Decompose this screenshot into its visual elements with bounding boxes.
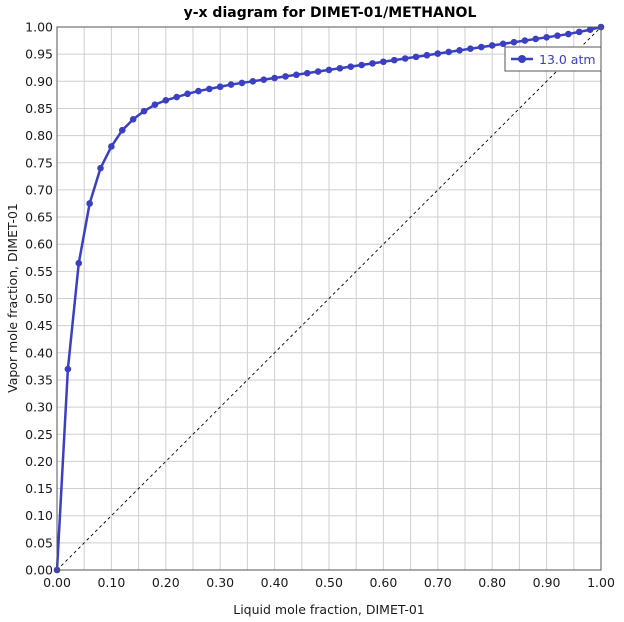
y-tick-label: 0.10	[25, 508, 53, 523]
data-point	[488, 42, 496, 49]
data-point	[118, 126, 126, 134]
legend: 13.0 atm	[504, 46, 602, 72]
data-point	[423, 51, 431, 59]
series-group	[53, 23, 605, 574]
data-point	[129, 116, 137, 123]
y-tick-label: 0.80	[25, 128, 53, 143]
x-tick-label: 0.00	[43, 575, 71, 590]
data-point	[499, 40, 507, 48]
y-tick-label: 0.00	[25, 563, 53, 578]
diagonal-reference-line	[56, 26, 602, 571]
data-point	[565, 30, 572, 38]
y-tick-label: 1.00	[25, 20, 53, 35]
data-point	[521, 37, 529, 44]
data-point	[293, 71, 300, 79]
data-point	[543, 34, 550, 41]
y-tick-label: 0.70	[25, 182, 53, 197]
y-tick-label: 0.45	[25, 318, 53, 333]
data-point	[108, 143, 115, 150]
data-point	[303, 69, 311, 77]
data-point	[586, 26, 594, 34]
y-tick-label: 0.05	[25, 535, 53, 550]
y-tick-label: 0.20	[25, 454, 53, 469]
data-point	[412, 53, 420, 61]
x-tick-label: 0.40	[261, 575, 289, 590]
y-tick-label: 0.95	[25, 47, 53, 62]
data-point	[64, 365, 72, 373]
chart-title: y-x diagram for DIMET-01/METHANOL	[184, 5, 477, 21]
data-point	[195, 87, 202, 95]
x-tick-label: 0.10	[97, 575, 125, 590]
x-axis-label: Liquid mole fraction, DIMET-01	[233, 602, 425, 617]
y-tick-label: 0.30	[25, 400, 53, 415]
data-point	[325, 66, 333, 74]
data-point	[260, 76, 268, 83]
grid	[56, 26, 602, 571]
y-tick-label: 0.60	[25, 237, 53, 252]
y-tick-label: 0.50	[25, 291, 53, 306]
data-point	[510, 38, 518, 46]
data-point	[456, 47, 463, 54]
y-tick-label: 0.85	[25, 101, 53, 116]
data-point	[358, 61, 365, 69]
data-point	[390, 56, 398, 64]
data-point	[532, 35, 540, 43]
data-point	[173, 93, 180, 101]
data-point	[445, 48, 452, 56]
x-tick-label: 1.00	[587, 575, 615, 590]
data-point	[75, 259, 83, 267]
data-point	[216, 83, 224, 91]
data-point	[314, 68, 322, 75]
x-tick-label: 0.30	[206, 575, 234, 590]
data-point	[184, 90, 191, 98]
x-tick-label: 0.70	[424, 575, 452, 590]
data-point	[478, 43, 485, 51]
x-tick-label: 0.80	[478, 575, 506, 590]
data-point	[227, 81, 235, 88]
y-tick-label: 0.35	[25, 372, 53, 387]
data-point	[369, 60, 376, 67]
data-point	[554, 32, 561, 39]
x-tick-label: 0.50	[315, 575, 343, 590]
y-tick-label: 0.75	[25, 155, 53, 170]
legend-series-marker	[518, 55, 526, 63]
data-point	[140, 107, 148, 115]
y-axis-label: Vapor mole fraction, DIMET-01	[5, 203, 20, 393]
y-tick-label: 0.15	[25, 481, 53, 496]
data-point	[162, 97, 170, 104]
x-tick-label: 0.60	[369, 575, 397, 590]
data-point	[401, 55, 409, 62]
y-tick-label: 0.65	[25, 210, 53, 225]
data-point	[380, 58, 387, 66]
data-point	[336, 64, 344, 72]
data-point	[347, 63, 355, 70]
data-point	[206, 85, 213, 93]
data-point	[271, 74, 278, 82]
x-tick-label: 0.20	[152, 575, 180, 590]
data-point	[238, 79, 246, 87]
tick-labels: 0.00 0.10 0.20 0.30 0.40 0.50 0.60 0.70 0.80 0.90…	[25, 20, 615, 591]
data-point	[467, 45, 474, 53]
data-point	[249, 78, 257, 85]
y-tick-label: 0.25	[25, 427, 53, 442]
y-tick-label: 0.90	[25, 74, 53, 89]
data-point	[86, 200, 93, 207]
data-point	[97, 164, 104, 172]
data-point	[434, 50, 442, 57]
data-point	[282, 73, 289, 80]
legend-series-label: 13.0 atm	[539, 52, 596, 67]
data-point	[151, 101, 159, 108]
x-tick-label: 0.90	[533, 575, 561, 590]
data-point	[575, 28, 583, 36]
y-tick-label: 0.40	[25, 345, 53, 360]
plot-frame	[56, 26, 602, 571]
diagonal-line	[56, 26, 602, 571]
y-tick-label: 0.55	[25, 264, 53, 279]
